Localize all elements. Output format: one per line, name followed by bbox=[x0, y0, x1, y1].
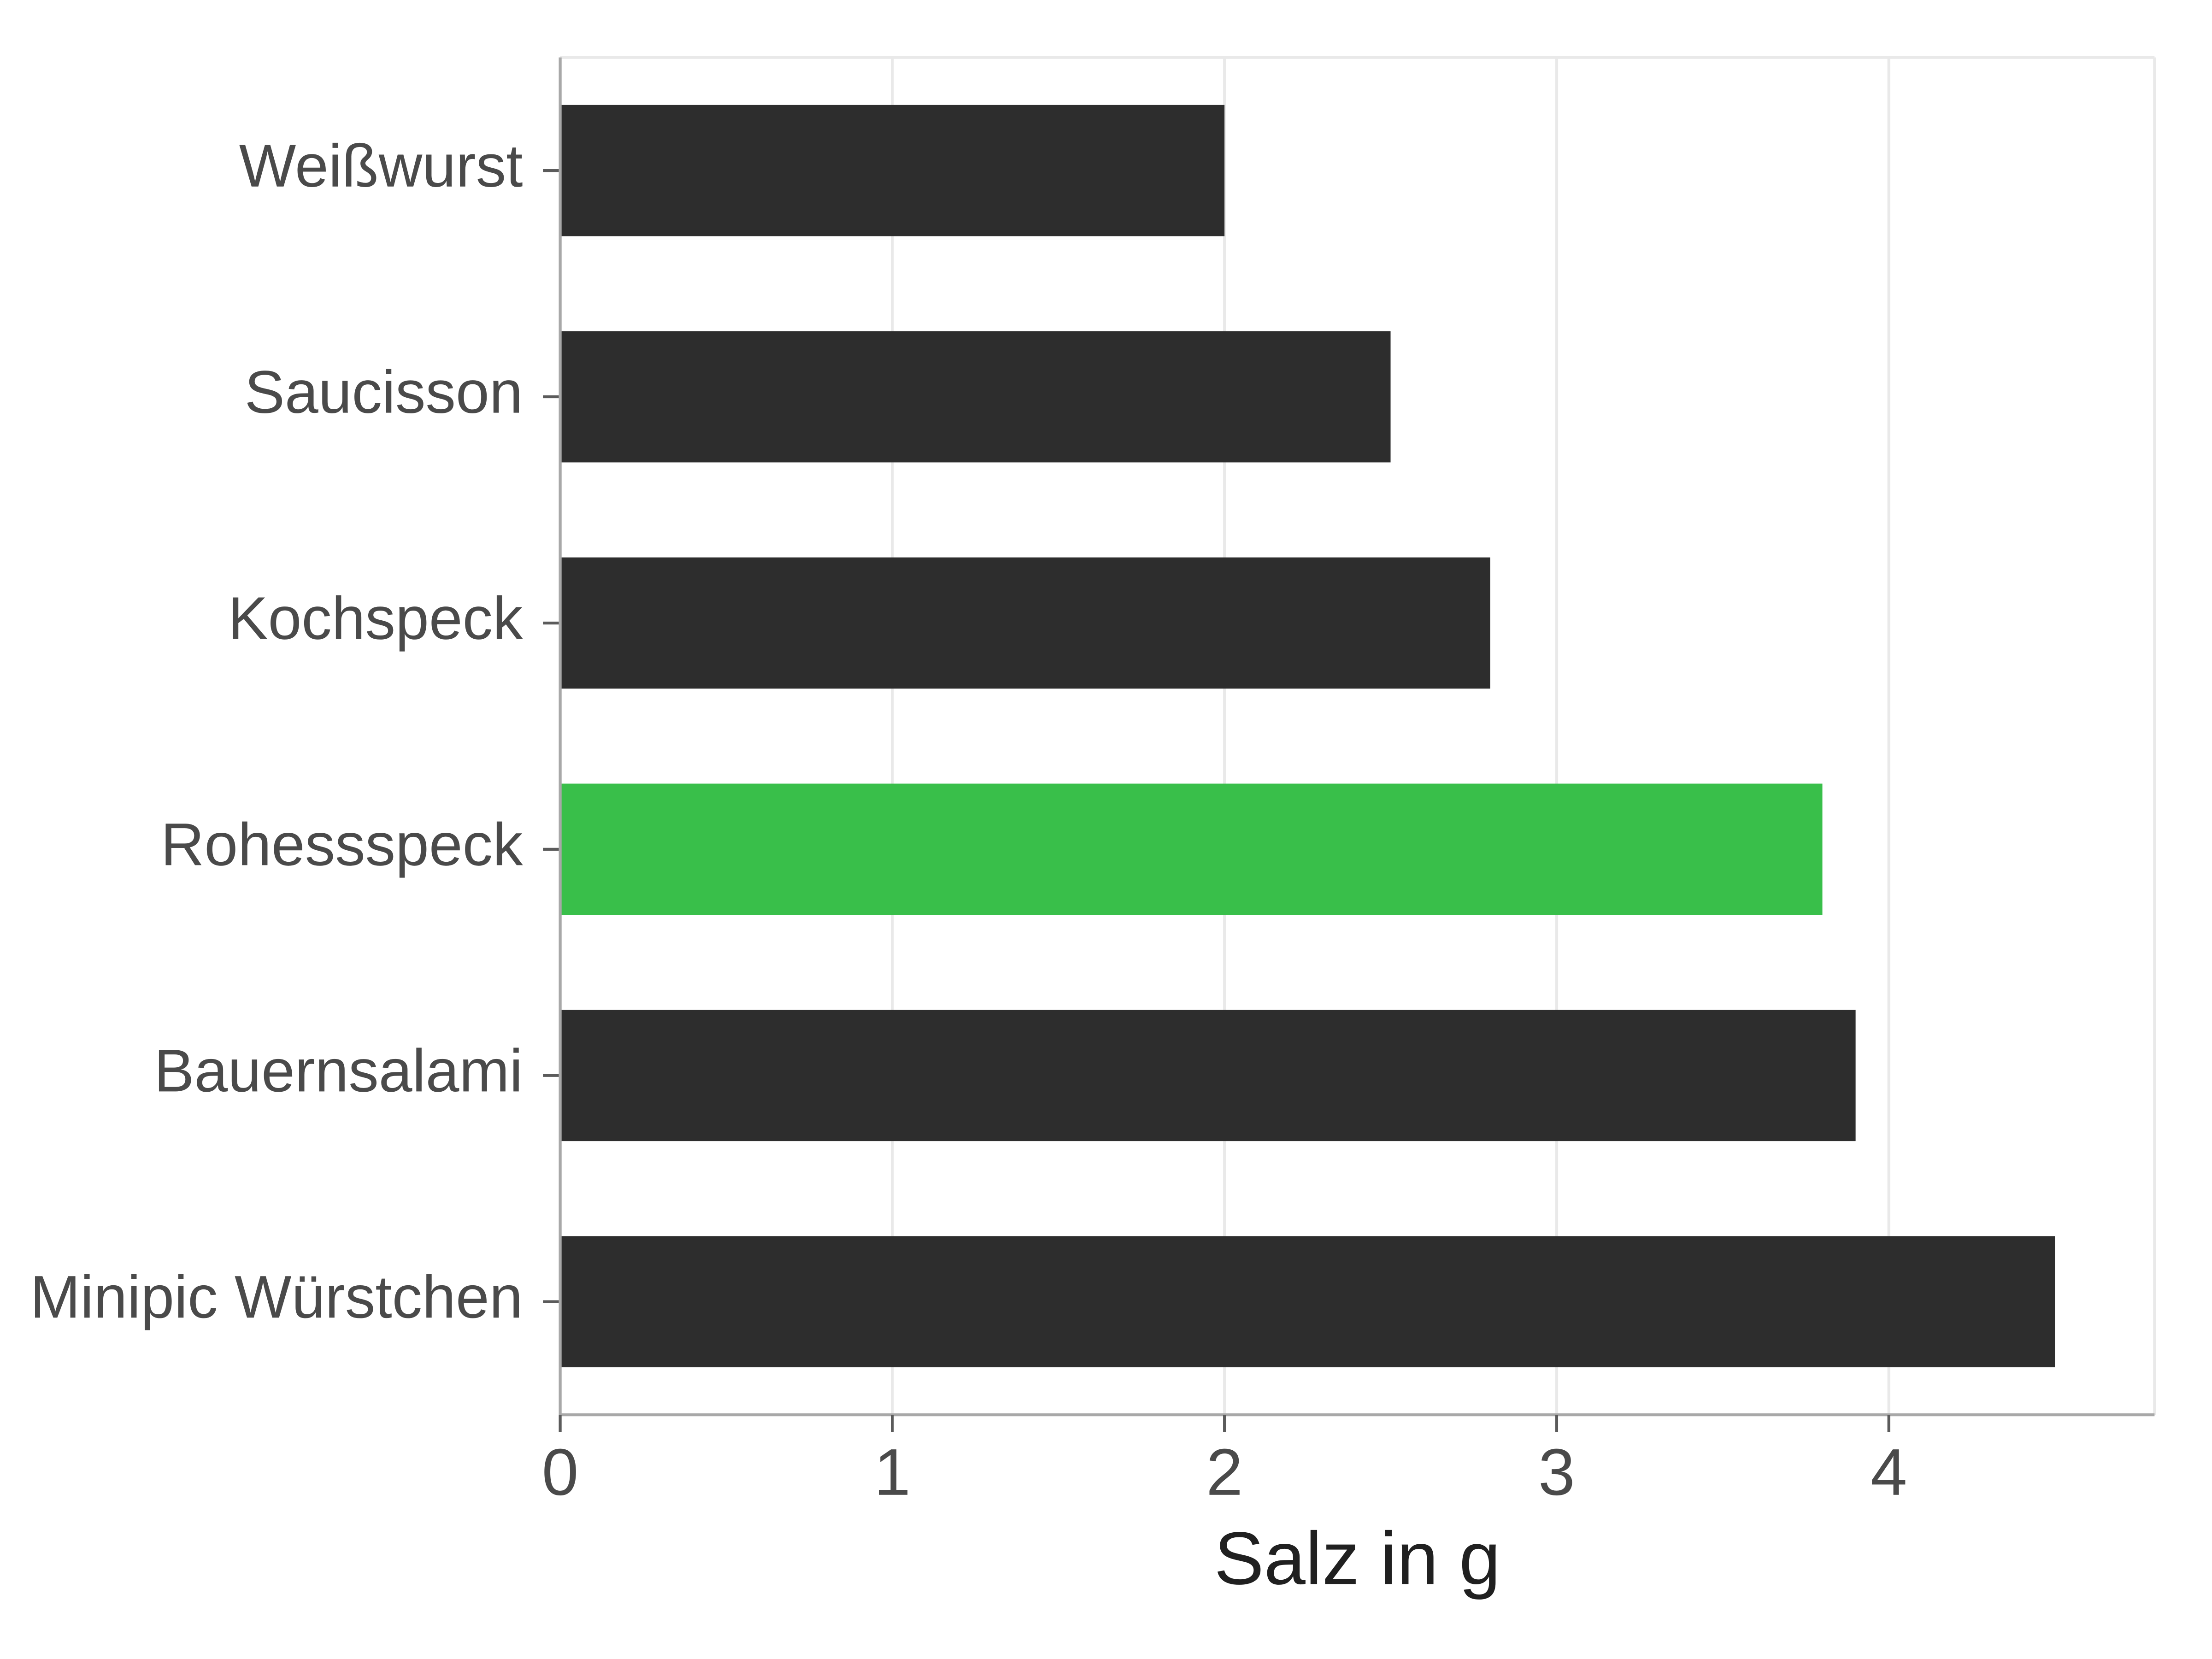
salt-bar-chart: Weißwurst Saucisson Kochspeck Rohessspeck Ba… bbox=[0, 0, 2212, 1659]
y-tick-label: Weißwurst bbox=[239, 132, 523, 200]
x-tick-label: 2 bbox=[1206, 1435, 1243, 1509]
bar bbox=[560, 331, 1391, 463]
x-tick-label: 0 bbox=[542, 1435, 579, 1509]
bar bbox=[560, 1010, 1856, 1141]
bar bbox=[560, 558, 1490, 689]
x-tick-label: 4 bbox=[1871, 1435, 1907, 1509]
y-tick-label: Kochspeck bbox=[228, 584, 523, 652]
bar bbox=[560, 105, 1225, 236]
x-axis-title: Salz in g bbox=[1214, 1517, 1501, 1600]
x-tick-label: 1 bbox=[874, 1435, 911, 1509]
y-tick-label: Saucisson bbox=[245, 358, 523, 426]
y-tick-label: Rohessspeck bbox=[161, 810, 523, 878]
y-tick-label: Bauernsalami bbox=[154, 1036, 523, 1104]
bar bbox=[560, 1236, 2055, 1367]
y-tick-label: Minipic Würstchen bbox=[30, 1263, 523, 1330]
chart-svg: Weißwurst Saucisson Kochspeck Rohessspeck Ba… bbox=[0, 0, 2212, 1659]
x-tick-label: 3 bbox=[1538, 1435, 1575, 1509]
bar bbox=[560, 783, 1823, 915]
